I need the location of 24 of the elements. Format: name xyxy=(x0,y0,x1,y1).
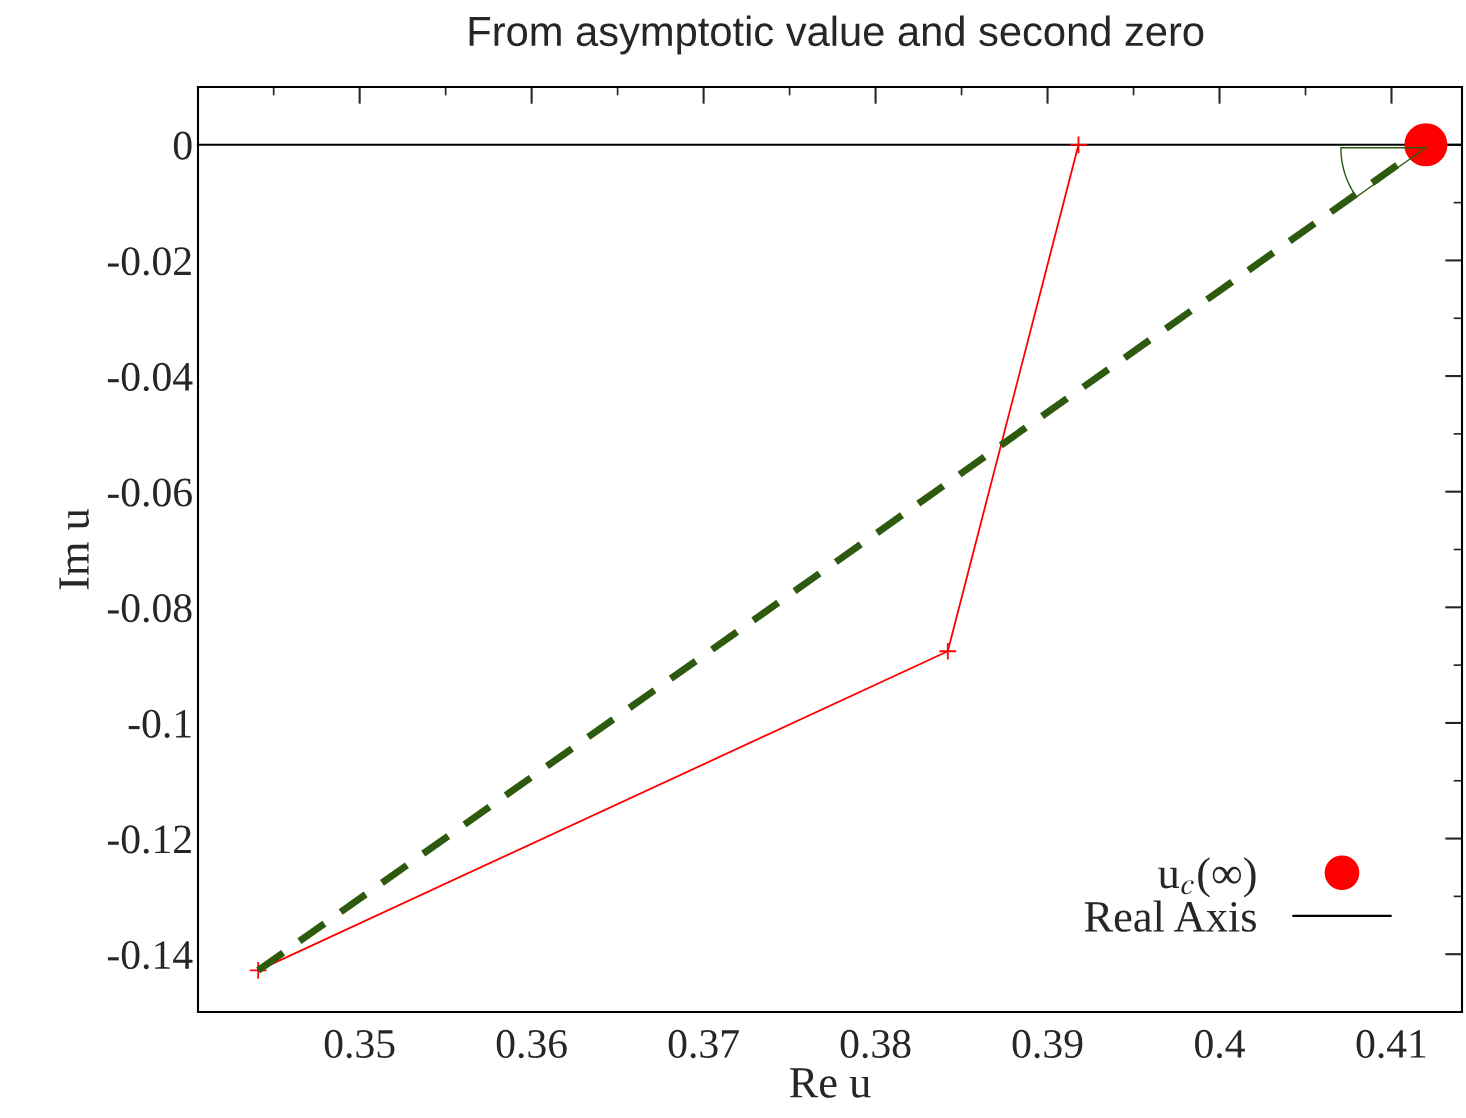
x-tick-label: 0.35 xyxy=(324,1029,395,1059)
y-tick-label: -0.02 xyxy=(107,247,191,276)
x-tick-label: 0.36 xyxy=(496,1029,567,1059)
y-tick-label: -0.08 xyxy=(107,594,192,623)
y-axis-title: Im u xyxy=(59,508,89,590)
point xyxy=(1404,123,1448,167)
legend-label: u$_{c}$(∞) xyxy=(1158,857,1256,898)
y-tick-label: -0.06 xyxy=(107,478,192,507)
chart-title: From asymptotic value and second zero xyxy=(469,15,1204,55)
point xyxy=(1069,135,1088,155)
x-tick-label: 0.39 xyxy=(1012,1029,1083,1059)
x-tick-label: 0.38 xyxy=(840,1029,911,1059)
y-tick-label: 0 xyxy=(173,131,192,160)
x-axis-title: Re u xyxy=(789,1068,871,1098)
y-tick-label: -0.1 xyxy=(128,709,191,738)
point xyxy=(938,642,958,661)
x-tick-label: 0.37 xyxy=(668,1029,739,1059)
y-tick-label: -0.04 xyxy=(107,362,193,392)
x-tick-label: 0.41 xyxy=(1356,1029,1426,1059)
y-tick-label: -0.14 xyxy=(107,940,193,970)
x-tick-label: 0.4 xyxy=(1195,1029,1245,1059)
legend-label: Real Axis xyxy=(1084,900,1256,932)
point xyxy=(248,961,268,980)
y-tick-label: -0.12 xyxy=(107,825,191,854)
